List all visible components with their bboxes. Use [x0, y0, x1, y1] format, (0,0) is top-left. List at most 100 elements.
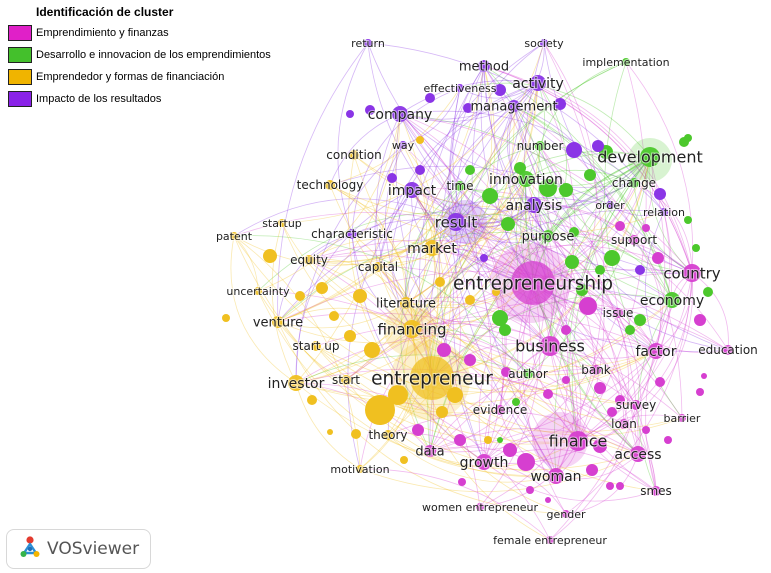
network-node-unlabeled	[604, 250, 620, 266]
network-edge	[308, 259, 637, 406]
network-edge	[543, 42, 604, 477]
network-edge	[513, 105, 673, 301]
network-node-method	[478, 60, 490, 72]
network-node-unlabeled	[517, 453, 535, 471]
network-edge	[257, 290, 579, 445]
legend-item-impacto-resultados: Impacto de los resultados	[8, 88, 271, 110]
term-label-entrepreneur: entrepreneur	[371, 368, 493, 389]
network-edge	[525, 152, 651, 180]
network-edge	[277, 302, 407, 329]
legend-swatch	[8, 69, 32, 85]
network-edge	[471, 65, 557, 477]
network-node-society	[540, 39, 548, 47]
network-edge	[431, 178, 527, 379]
network-node-impact	[404, 182, 420, 198]
network-edge	[448, 87, 557, 477]
network-edge	[308, 254, 637, 406]
term-label-management: management	[470, 100, 557, 115]
network-node-unlabeled	[346, 110, 354, 118]
network-edge	[429, 350, 657, 452]
network-edge	[604, 61, 683, 419]
network-edge	[377, 266, 637, 406]
network-edge	[281, 222, 433, 379]
term-label-number: number	[517, 139, 564, 153]
network-edge	[295, 189, 413, 384]
network-node-return	[364, 39, 372, 47]
density-blob-magenta	[532, 412, 588, 468]
term-label-development: development	[597, 148, 703, 167]
network-edge	[315, 345, 579, 443]
network-node-barrier	[678, 414, 686, 422]
term-label-theory: theory	[368, 428, 407, 442]
term-label-financing: financing	[377, 320, 446, 338]
network-edge	[577, 299, 673, 442]
network-edge	[455, 218, 729, 351]
network-node-unlabeled	[576, 284, 588, 296]
network-edge	[411, 209, 665, 330]
network-edge	[351, 87, 461, 235]
network-edge	[347, 189, 413, 470]
network-node-unlabeled	[482, 188, 498, 204]
network-edge	[230, 235, 297, 384]
network-edge	[609, 204, 665, 216]
network-edge	[655, 272, 693, 352]
network-edge	[499, 409, 557, 477]
network-node-unlabeled	[526, 486, 534, 494]
network-edge	[277, 307, 413, 330]
network-edge	[431, 182, 635, 379]
term-label-uncertainty: uncertainty	[226, 285, 290, 298]
network-edge	[377, 266, 434, 452]
term-label-data: data	[415, 445, 444, 460]
network-edge	[508, 105, 549, 237]
network-edge	[399, 113, 673, 301]
term-label-effectiveness: effectiveness	[423, 82, 496, 95]
network-edge	[533, 156, 651, 208]
network-edge	[513, 105, 729, 351]
term-label-result: result	[435, 213, 478, 231]
term-label-literature: literature	[376, 297, 436, 312]
network-node-purpose	[542, 230, 554, 242]
network-edge	[455, 42, 545, 223]
term-label-company: company	[368, 107, 433, 123]
legend-item-emprendimiento-finanzas: Emprendimiento y finanzas	[8, 22, 271, 44]
network-edge	[577, 272, 693, 442]
network-edge	[277, 247, 433, 323]
network-edge	[377, 82, 539, 268]
network-node-woman	[548, 468, 564, 484]
term-label-change: change	[612, 176, 656, 190]
network-node-unlabeled	[365, 105, 375, 115]
network-edge	[277, 113, 401, 323]
network-node-unlabeled	[562, 376, 570, 384]
term-label-motivation: motivation	[330, 463, 389, 476]
network-node-change	[629, 178, 639, 188]
network-node-growth	[476, 454, 492, 470]
network-edge	[359, 468, 551, 541]
network-node-unlabeled	[222, 314, 230, 322]
network-edge	[431, 272, 693, 379]
network-edge	[525, 82, 546, 180]
network-edge	[277, 321, 567, 515]
network-node-unlabeled	[501, 367, 511, 377]
network-node-condition	[349, 150, 359, 160]
network-edge	[449, 65, 485, 223]
legend-item-emprendedor-financiacion: Emprendedor y formas de financiación	[8, 66, 271, 88]
network-node-unlabeled	[458, 478, 466, 486]
network-edge	[459, 82, 539, 99]
network-edge	[427, 145, 541, 452]
network-edge	[387, 144, 440, 436]
network-node-unlabeled	[400, 456, 408, 464]
network-node-unlabeled	[454, 434, 466, 446]
network-node-unlabeled	[692, 244, 700, 252]
network-edge	[479, 282, 541, 508]
network-edge	[385, 144, 407, 304]
network-edge	[429, 204, 535, 452]
network-edge	[405, 296, 551, 347]
network-edge	[281, 222, 413, 330]
network-node-theory	[383, 430, 393, 440]
legend-swatch	[8, 25, 32, 41]
network-node-unlabeled	[566, 142, 582, 158]
network-edge	[367, 42, 549, 237]
network-node-gender	[562, 510, 570, 518]
network-edge	[637, 299, 673, 492]
network-edge	[429, 345, 551, 452]
